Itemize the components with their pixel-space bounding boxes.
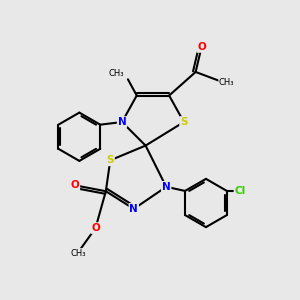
Text: CH₃: CH₃ — [219, 78, 234, 87]
Text: N: N — [129, 204, 138, 214]
Text: O: O — [91, 223, 100, 233]
Text: CH₃: CH₃ — [108, 69, 124, 78]
Text: Cl: Cl — [235, 186, 246, 196]
Text: S: S — [106, 155, 114, 165]
Text: S: S — [180, 117, 188, 127]
Text: N: N — [162, 182, 171, 192]
Text: CH₃: CH₃ — [70, 249, 85, 258]
Text: O: O — [70, 180, 79, 190]
Text: O: O — [197, 42, 206, 52]
Text: N: N — [118, 117, 126, 127]
